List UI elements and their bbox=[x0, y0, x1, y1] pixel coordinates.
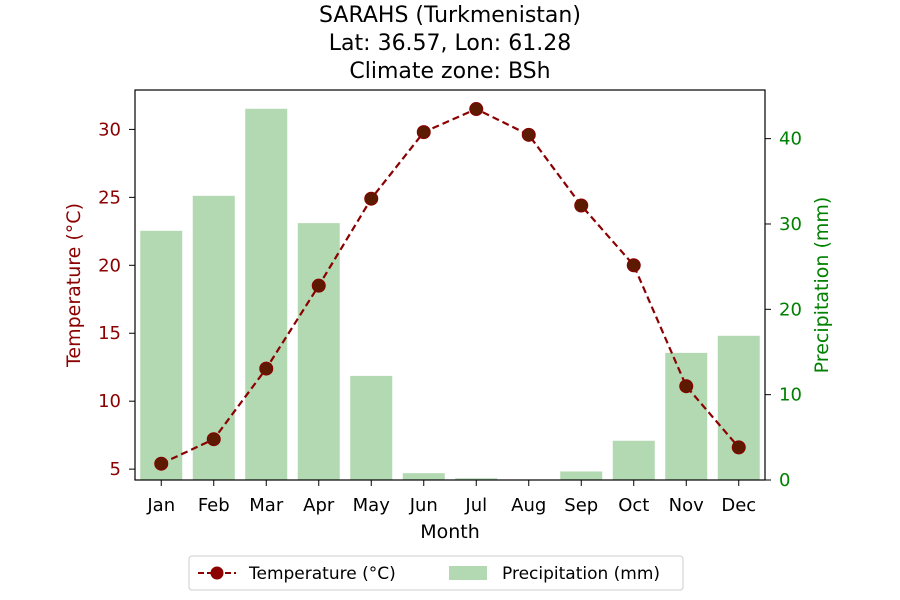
title-line-3: Climate zone: BSh bbox=[349, 59, 550, 84]
right-tick-label-20: 20 bbox=[779, 299, 802, 320]
left-tick-label-30: 30 bbox=[98, 119, 121, 140]
right-tick-label-0: 0 bbox=[779, 470, 790, 491]
precipitation-bar-mar bbox=[245, 108, 288, 480]
precipitation-bar-sep bbox=[560, 471, 603, 480]
x-axis-label: Month bbox=[420, 521, 480, 543]
left-tick-label-10: 10 bbox=[98, 391, 121, 412]
x-tick-label-jun: Jun bbox=[409, 495, 438, 516]
temperature-point-jun bbox=[416, 125, 431, 140]
precipitation-bar-nov bbox=[665, 352, 708, 480]
temperature-point-apr bbox=[311, 278, 326, 293]
temperature-point-nov bbox=[679, 379, 694, 394]
x-tick-label-may: May bbox=[353, 495, 391, 516]
x-tick-label-sep: Sep bbox=[564, 495, 598, 516]
left-axis-label: Temperature (°C) bbox=[63, 203, 85, 368]
x-tick-label-feb: Feb bbox=[198, 495, 230, 516]
x-tick-label-aug: Aug bbox=[511, 495, 546, 516]
legend-precipitation-label: Precipitation (mm) bbox=[502, 564, 660, 584]
precipitation-bar-jun bbox=[402, 473, 445, 480]
left-tick-label-25: 25 bbox=[98, 187, 121, 208]
x-tick-label-jul: Jul bbox=[464, 495, 487, 516]
temperature-point-jan bbox=[154, 456, 169, 471]
legend: Temperature (°C) Precipitation (mm) bbox=[188, 555, 684, 591]
precipitation-bar-apr bbox=[297, 223, 340, 481]
precipitation-bar-jan bbox=[140, 230, 183, 480]
right-axis-ticks: 0 10 20 30 40 bbox=[765, 129, 802, 491]
temperature-point-dec bbox=[731, 440, 746, 455]
legend-precipitation-swatch bbox=[449, 566, 487, 580]
right-tick-label-10: 10 bbox=[779, 385, 802, 406]
x-tick-label-jan: Jan bbox=[146, 495, 175, 516]
left-tick-label-15: 15 bbox=[98, 323, 121, 344]
precipitation-bar-jul bbox=[455, 478, 498, 480]
legend-temperature-marker bbox=[210, 566, 224, 580]
title-line-1: SARAHS (Turkmenistan) bbox=[319, 3, 581, 28]
temperature-point-may bbox=[364, 191, 379, 206]
legend-frame bbox=[188, 555, 684, 591]
right-tick-label-40: 40 bbox=[779, 129, 802, 150]
temperature-point-aug bbox=[521, 127, 536, 142]
x-axis-ticks: Jan Feb Mar Apr May Jun Jul Aug Sep Oct Nov Dec bbox=[146, 480, 756, 516]
precipitation-bar-oct bbox=[612, 440, 655, 480]
temperature-point-sep bbox=[574, 198, 589, 213]
x-tick-label-apr: Apr bbox=[303, 495, 335, 516]
plot-frame bbox=[134, 89, 766, 481]
x-tick-label-mar: Mar bbox=[249, 495, 284, 516]
x-tick-label-dec: Dec bbox=[721, 495, 756, 516]
temperature-point-feb bbox=[206, 432, 221, 447]
left-axis-ticks: 5 10 15 20 25 30 bbox=[98, 119, 135, 480]
precipitation-bar-may bbox=[350, 375, 393, 480]
temperature-point-jul bbox=[469, 102, 484, 117]
x-tick-label-oct: Oct bbox=[618, 495, 649, 516]
left-tick-label-20: 20 bbox=[98, 255, 121, 276]
temperature-line bbox=[154, 102, 746, 471]
left-tick-label-5: 5 bbox=[110, 459, 121, 480]
right-axis-label: Precipitation (mm) bbox=[811, 197, 833, 374]
precipitation-bar-dec bbox=[717, 335, 760, 480]
title-line-2: Lat: 36.57, Lon: 61.28 bbox=[329, 31, 571, 56]
precipitation-bars bbox=[140, 108, 760, 481]
temperature-point-oct bbox=[626, 258, 641, 273]
temperature-point-mar bbox=[259, 361, 274, 376]
x-tick-label-nov: Nov bbox=[669, 495, 704, 516]
right-tick-label-30: 30 bbox=[779, 214, 802, 235]
chart-title: SARAHS (Turkmenistan) Lat: 36.57, Lon: 61… bbox=[319, 3, 581, 84]
legend-temperature-label: Temperature (°C) bbox=[248, 564, 396, 584]
